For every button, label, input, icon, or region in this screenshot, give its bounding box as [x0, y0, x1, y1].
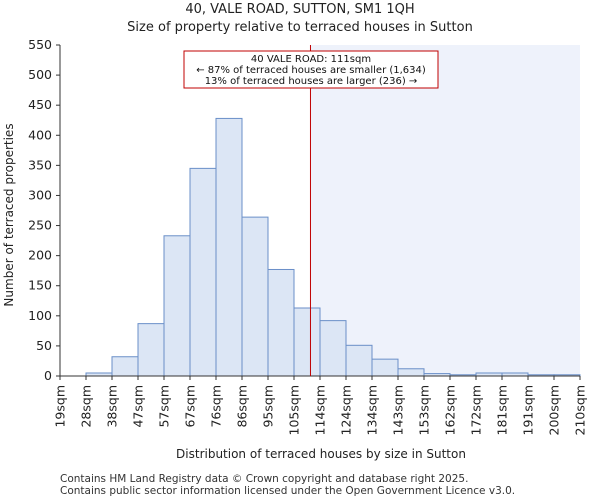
x-tick-label: 210sqm: [573, 385, 588, 435]
y-tick-label: 150: [28, 278, 52, 293]
y-tick-label: 400: [28, 127, 52, 142]
y-tick-label: 100: [28, 308, 52, 323]
bar-114sqm: [319, 320, 347, 377]
x-tick-label: 124sqm: [339, 385, 354, 435]
x-tick-label: 76sqm: [209, 385, 224, 428]
x-tick-label: 143sqm: [391, 385, 406, 435]
x-tick-label: 86sqm: [235, 385, 250, 428]
bar-124sqm: [345, 344, 373, 377]
y-tick-label: 250: [28, 218, 52, 233]
y-tick-label: 200: [28, 248, 52, 263]
x-tick-label: 181sqm: [495, 385, 510, 435]
footer-copyright: Contains HM Land Registry data © Crown c…: [60, 473, 469, 485]
y-tick-label: 300: [28, 187, 52, 202]
bar-47sqm: [137, 323, 165, 377]
bar-67sqm: [189, 167, 217, 377]
footer-licence: Contains public sector information licen…: [60, 485, 516, 497]
bar-57sqm: [163, 235, 191, 377]
annotation-box: [183, 50, 439, 89]
y-tick-label: 550: [28, 37, 52, 52]
y-tick-label: 350: [28, 157, 52, 172]
bar-86sqm: [241, 216, 269, 377]
x-tick-label: 67sqm: [183, 385, 198, 428]
x-tick-label: 153sqm: [417, 385, 432, 435]
x-tick-label: 114sqm: [313, 385, 328, 435]
x-tick-label: 172sqm: [469, 385, 484, 435]
x-tick-label: 134sqm: [365, 385, 380, 435]
bar-76sqm: [215, 117, 243, 377]
x-tick-label: 38sqm: [105, 385, 120, 428]
bar-38sqm: [111, 356, 139, 377]
x-tick-label: 47sqm: [131, 385, 146, 428]
bar-105sqm: [293, 307, 321, 377]
bar-95sqm: [267, 268, 295, 377]
x-tick-label: 200sqm: [547, 385, 562, 435]
y-axis-label: Number of terraced properties: [2, 123, 16, 306]
bar-134sqm: [371, 358, 399, 377]
chart-subtitle: Size of property relative to terraced ho…: [127, 20, 473, 35]
y-tick-label: 450: [28, 97, 52, 112]
chart-title: 40, VALE ROAD, SUTTON, SM1 1QH: [185, 2, 415, 17]
x-axis-label: Distribution of terraced houses by size …: [176, 447, 466, 461]
x-tick-label: 191sqm: [521, 385, 536, 435]
x-tick-label: 95sqm: [261, 385, 276, 428]
annotation-smaller: ← 87% of terraced houses are smaller (1,…: [196, 65, 426, 76]
y-tick-label: 0: [44, 368, 52, 383]
y-tick-label: 500: [28, 67, 52, 82]
x-tick-label: 19sqm: [53, 385, 68, 428]
y-tick-label: 50: [36, 338, 52, 353]
annotation-title: 40 VALE ROAD: 111sqm: [251, 54, 371, 65]
larger-region-shading: [310, 45, 580, 376]
x-tick-label: 28sqm: [79, 385, 94, 428]
x-tick-label: 162sqm: [443, 385, 458, 435]
x-tick-label: 105sqm: [287, 385, 302, 435]
annotation-larger: 13% of terraced houses are larger (236) …: [205, 76, 418, 87]
x-tick-label: 57sqm: [157, 385, 172, 428]
bar-143sqm: [397, 368, 425, 377]
